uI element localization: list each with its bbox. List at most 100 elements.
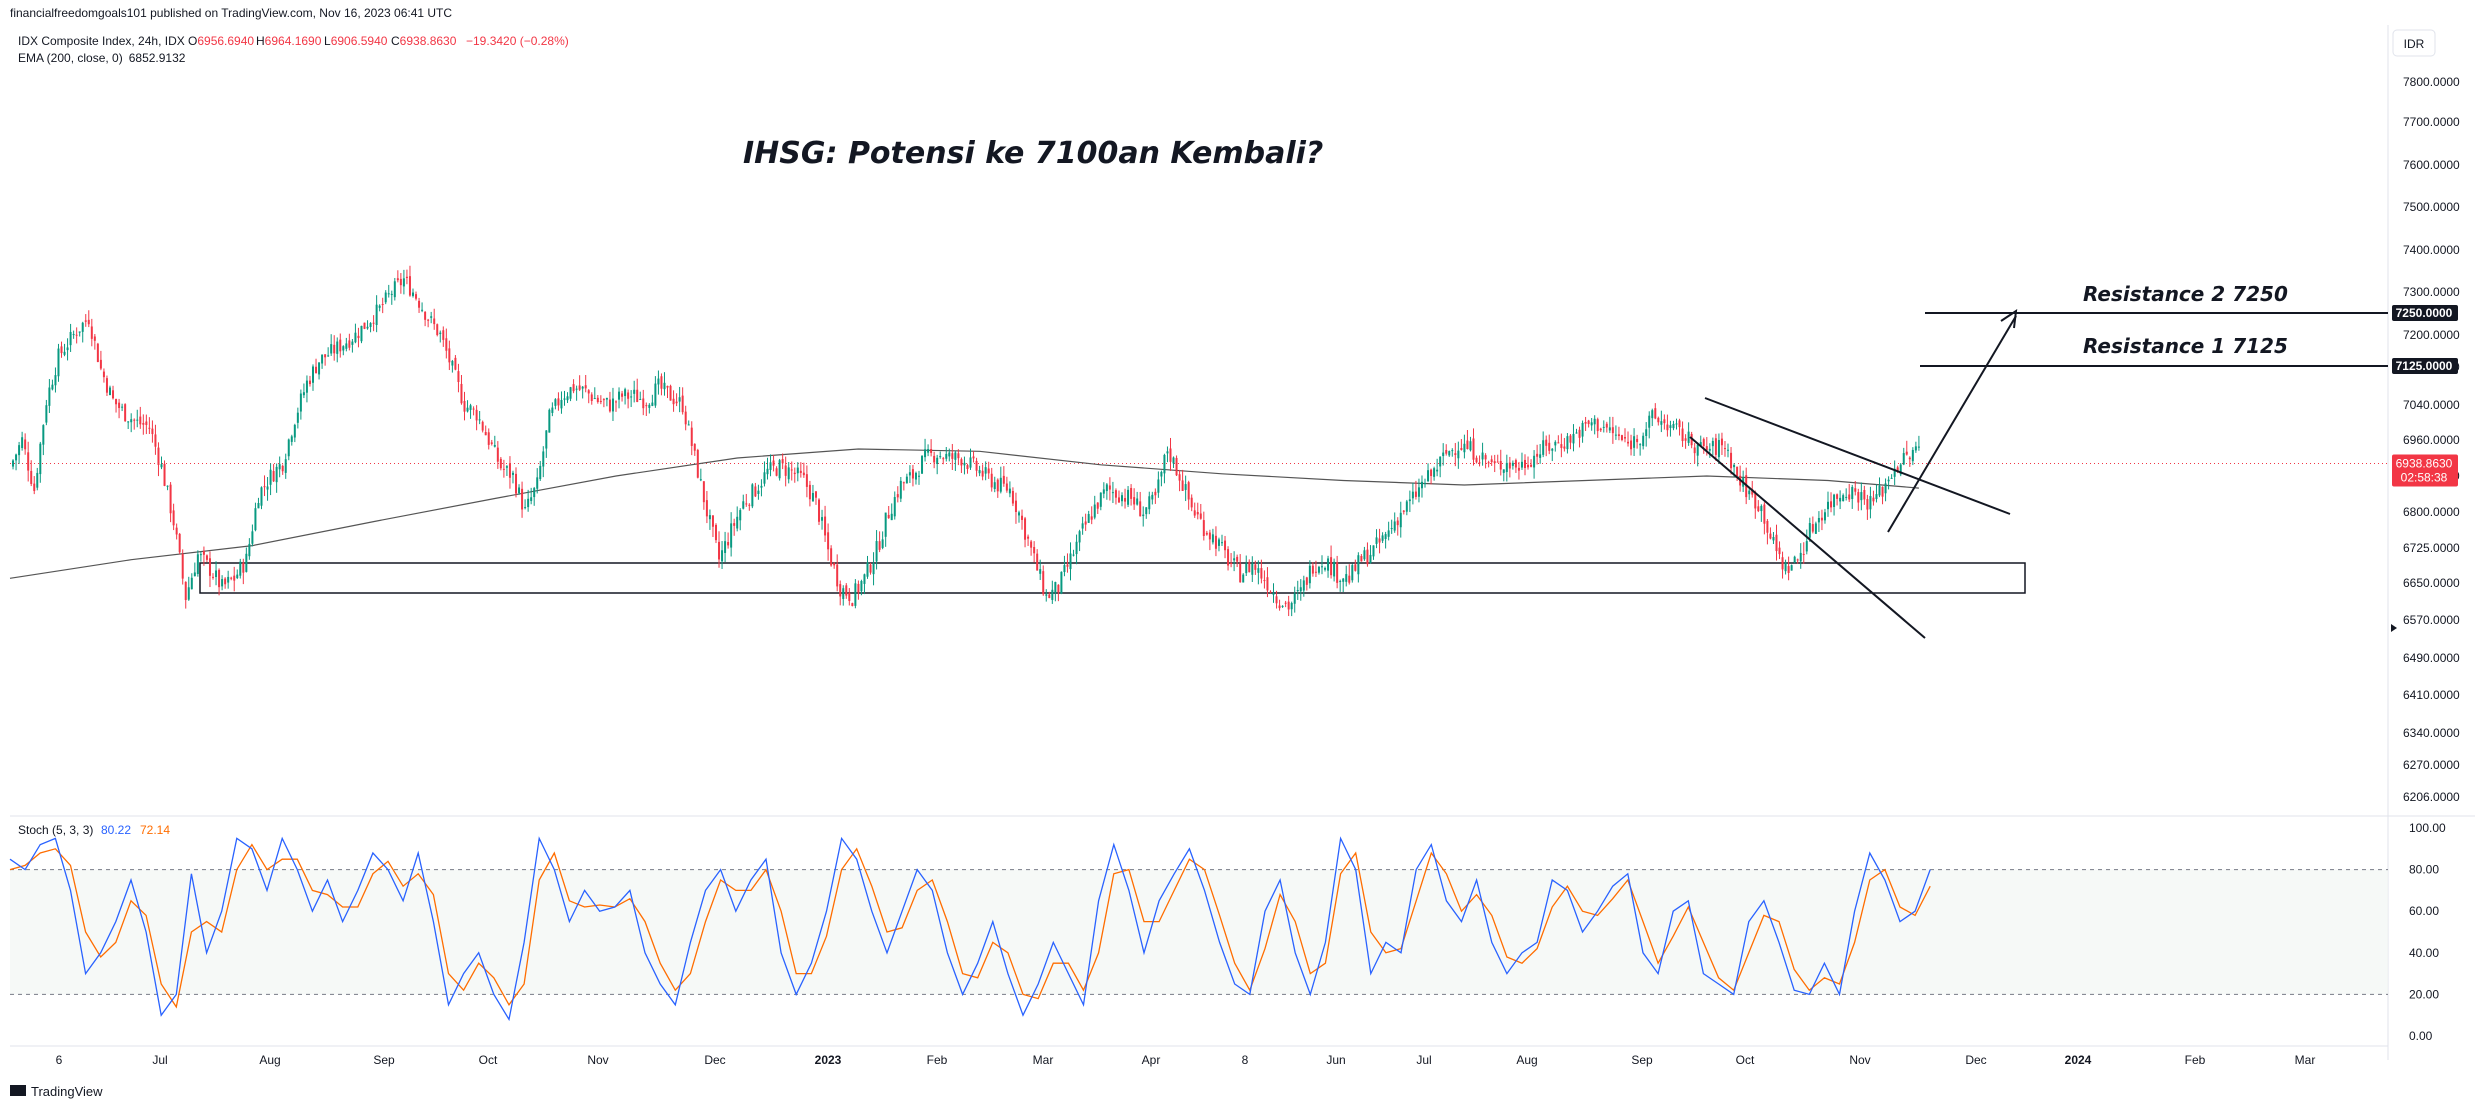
candle-body bbox=[469, 405, 472, 410]
candle-body bbox=[1493, 461, 1496, 464]
candle-body bbox=[1284, 602, 1287, 604]
candle-body bbox=[872, 563, 875, 575]
time-axis-label: 8 bbox=[1242, 1053, 1249, 1067]
price-axis-label: 6725.0000 bbox=[2403, 541, 2460, 555]
price-axis-label: 7040.0000 bbox=[2403, 398, 2460, 412]
candle-body bbox=[1414, 491, 1417, 497]
candle-body bbox=[918, 475, 920, 477]
candle-body bbox=[451, 360, 454, 366]
candle-body bbox=[1096, 502, 1099, 509]
projection-arrow-line[interactable] bbox=[1887, 315, 2017, 533]
ohlc-high-value: 6964.1690 bbox=[265, 34, 322, 48]
candle-body bbox=[1184, 484, 1187, 490]
candle-body bbox=[1336, 562, 1339, 583]
candle-body bbox=[596, 397, 599, 403]
candle-body bbox=[1360, 556, 1363, 562]
candle-body bbox=[1242, 574, 1245, 583]
candle-body bbox=[730, 523, 733, 548]
candle-body bbox=[1572, 433, 1575, 444]
candle-body bbox=[348, 340, 351, 348]
resistance-badge bbox=[2392, 358, 2458, 374]
candle-body bbox=[12, 460, 15, 467]
candle-body bbox=[245, 553, 248, 572]
candle-body bbox=[105, 378, 108, 393]
candle-body bbox=[1366, 549, 1369, 565]
candle-body bbox=[290, 436, 293, 442]
candle-body bbox=[690, 427, 693, 446]
wedge-lower-line[interactable] bbox=[1689, 436, 1926, 639]
candle-body bbox=[942, 458, 945, 460]
candle-body bbox=[157, 447, 160, 465]
candle-body bbox=[39, 443, 42, 475]
candle-body bbox=[924, 449, 927, 458]
candle-body bbox=[1754, 492, 1757, 509]
candle-body bbox=[96, 343, 99, 362]
candle-body bbox=[1302, 580, 1305, 591]
time-axis-label: Mar bbox=[1033, 1053, 1054, 1067]
candle-body bbox=[1021, 515, 1024, 520]
candle-body bbox=[666, 385, 669, 388]
candle-body bbox=[1445, 449, 1448, 454]
candle-body bbox=[1042, 571, 1045, 595]
price-axis-label: 7500.0000 bbox=[2403, 200, 2460, 214]
candle-body bbox=[208, 558, 211, 576]
candle-body bbox=[1623, 437, 1626, 439]
candle-body bbox=[996, 479, 999, 492]
candle-body bbox=[1457, 450, 1460, 459]
candle-body bbox=[1508, 462, 1511, 469]
candle-body bbox=[221, 579, 224, 587]
candle-body bbox=[1257, 568, 1260, 573]
candle-body bbox=[1484, 455, 1487, 460]
ema-name: EMA (200, close, 0) bbox=[18, 51, 123, 65]
price-axis-label: 6410.0000 bbox=[2403, 688, 2460, 702]
candle-body bbox=[236, 574, 239, 579]
stoch-k-line bbox=[9, 836, 1931, 1022]
candle-body bbox=[1851, 487, 1854, 499]
candle-body bbox=[1654, 408, 1657, 419]
candle-body bbox=[87, 319, 90, 325]
candle-body bbox=[1569, 435, 1572, 443]
candle-body bbox=[1614, 434, 1617, 436]
time-axis-label: Sep bbox=[373, 1053, 395, 1067]
time-axis-label: Jul bbox=[1416, 1053, 1431, 1067]
price-axis: 7800.0000 7700.0000 7600.0000 7500.0000 7400… bbox=[10, 75, 2460, 804]
candle-body bbox=[1090, 516, 1093, 520]
candle-body bbox=[572, 384, 575, 392]
candle-body bbox=[305, 380, 308, 393]
candle-body bbox=[1769, 533, 1772, 539]
price-axis-label: 7300.0000 bbox=[2403, 285, 2460, 299]
resistance-badge-value: 7250.0000 bbox=[2396, 306, 2453, 320]
wedge-upper-line[interactable] bbox=[1704, 397, 2011, 515]
candle-body bbox=[1327, 558, 1330, 571]
candle-body bbox=[1787, 566, 1790, 573]
candle-body bbox=[1511, 462, 1514, 466]
candle-body bbox=[884, 512, 887, 537]
candle-body bbox=[605, 397, 608, 400]
candle-body bbox=[1902, 453, 1905, 465]
candle-body bbox=[1308, 565, 1311, 584]
candle-body bbox=[263, 486, 266, 488]
symbol-label: IDX Composite Index, 24h, IDX bbox=[18, 34, 185, 48]
candle-body bbox=[687, 424, 690, 426]
candle-body bbox=[272, 471, 275, 482]
candle-body bbox=[1305, 577, 1308, 585]
candle-body bbox=[1763, 504, 1766, 524]
candle-body bbox=[1475, 457, 1478, 463]
candle-body bbox=[1408, 499, 1411, 502]
candle-body bbox=[1469, 441, 1472, 451]
candlestick-series bbox=[12, 265, 1920, 617]
currency-button[interactable] bbox=[2392, 29, 2436, 57]
candle-body bbox=[1121, 495, 1124, 502]
candle-body bbox=[275, 466, 278, 483]
candle-body bbox=[472, 408, 475, 410]
candle-body bbox=[963, 462, 966, 466]
candle-body bbox=[1702, 439, 1705, 446]
candle-body bbox=[1005, 483, 1008, 491]
scroll-marker-icon[interactable] bbox=[2391, 624, 2397, 632]
candle-body bbox=[1442, 452, 1445, 457]
candle-body bbox=[375, 304, 378, 326]
candle-body bbox=[1596, 419, 1599, 432]
candle-body bbox=[830, 548, 833, 566]
support-zone-box[interactable] bbox=[199, 562, 2026, 594]
